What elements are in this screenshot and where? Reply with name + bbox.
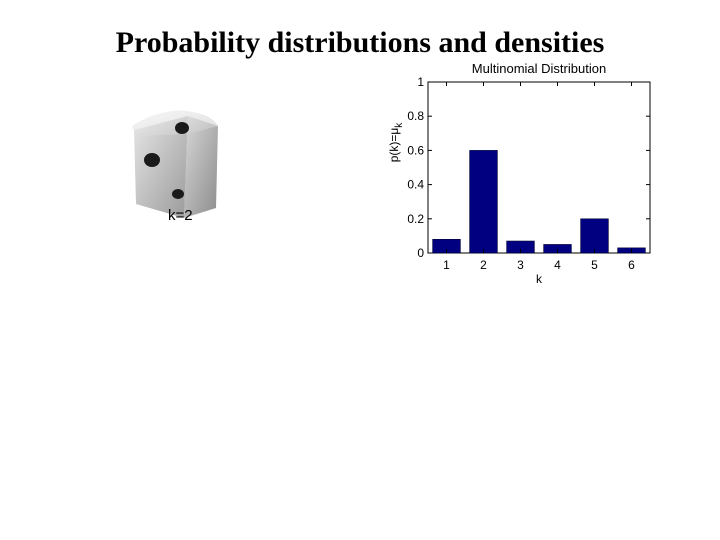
x-tick-label: 2 <box>480 258 487 272</box>
x-axis-label: k <box>536 272 543 286</box>
multinomial-chart: Multinomial Distribution 0 0.2 0.4 0.6 0.8 1 1 2… <box>387 61 651 286</box>
die-image <box>122 100 232 225</box>
y-tick-label: 0.8 <box>407 109 424 123</box>
x-tick-label: 5 <box>591 258 598 272</box>
die-caption: k=2 <box>168 207 193 224</box>
y-tick-label: 0.4 <box>407 178 424 192</box>
die-pip <box>172 189 184 199</box>
slide-title: Probability distributions and densities <box>115 26 605 59</box>
x-tick-label: 6 <box>628 258 635 272</box>
bar-2 <box>469 150 498 254</box>
die-face-right <box>184 116 218 218</box>
plot-frame <box>427 81 651 254</box>
y-tick-label: 0.6 <box>407 143 424 157</box>
y-tick-label: 0 <box>417 246 424 260</box>
x-tick-label: 4 <box>554 258 561 272</box>
y-tick-label: 1 <box>417 75 424 89</box>
die-illustration <box>132 110 218 218</box>
die-pip <box>175 122 189 134</box>
y-axis-label: p(k)=μk <box>387 122 405 163</box>
bar-5 <box>580 218 609 254</box>
y-tick-label: 0.2 <box>407 212 424 226</box>
die-pip <box>144 153 160 167</box>
x-tick-label: 3 <box>517 258 524 272</box>
chart-title: Multinomial Distribution <box>472 61 606 76</box>
x-tick-label: 1 <box>443 258 450 272</box>
die-face-top <box>132 110 218 136</box>
